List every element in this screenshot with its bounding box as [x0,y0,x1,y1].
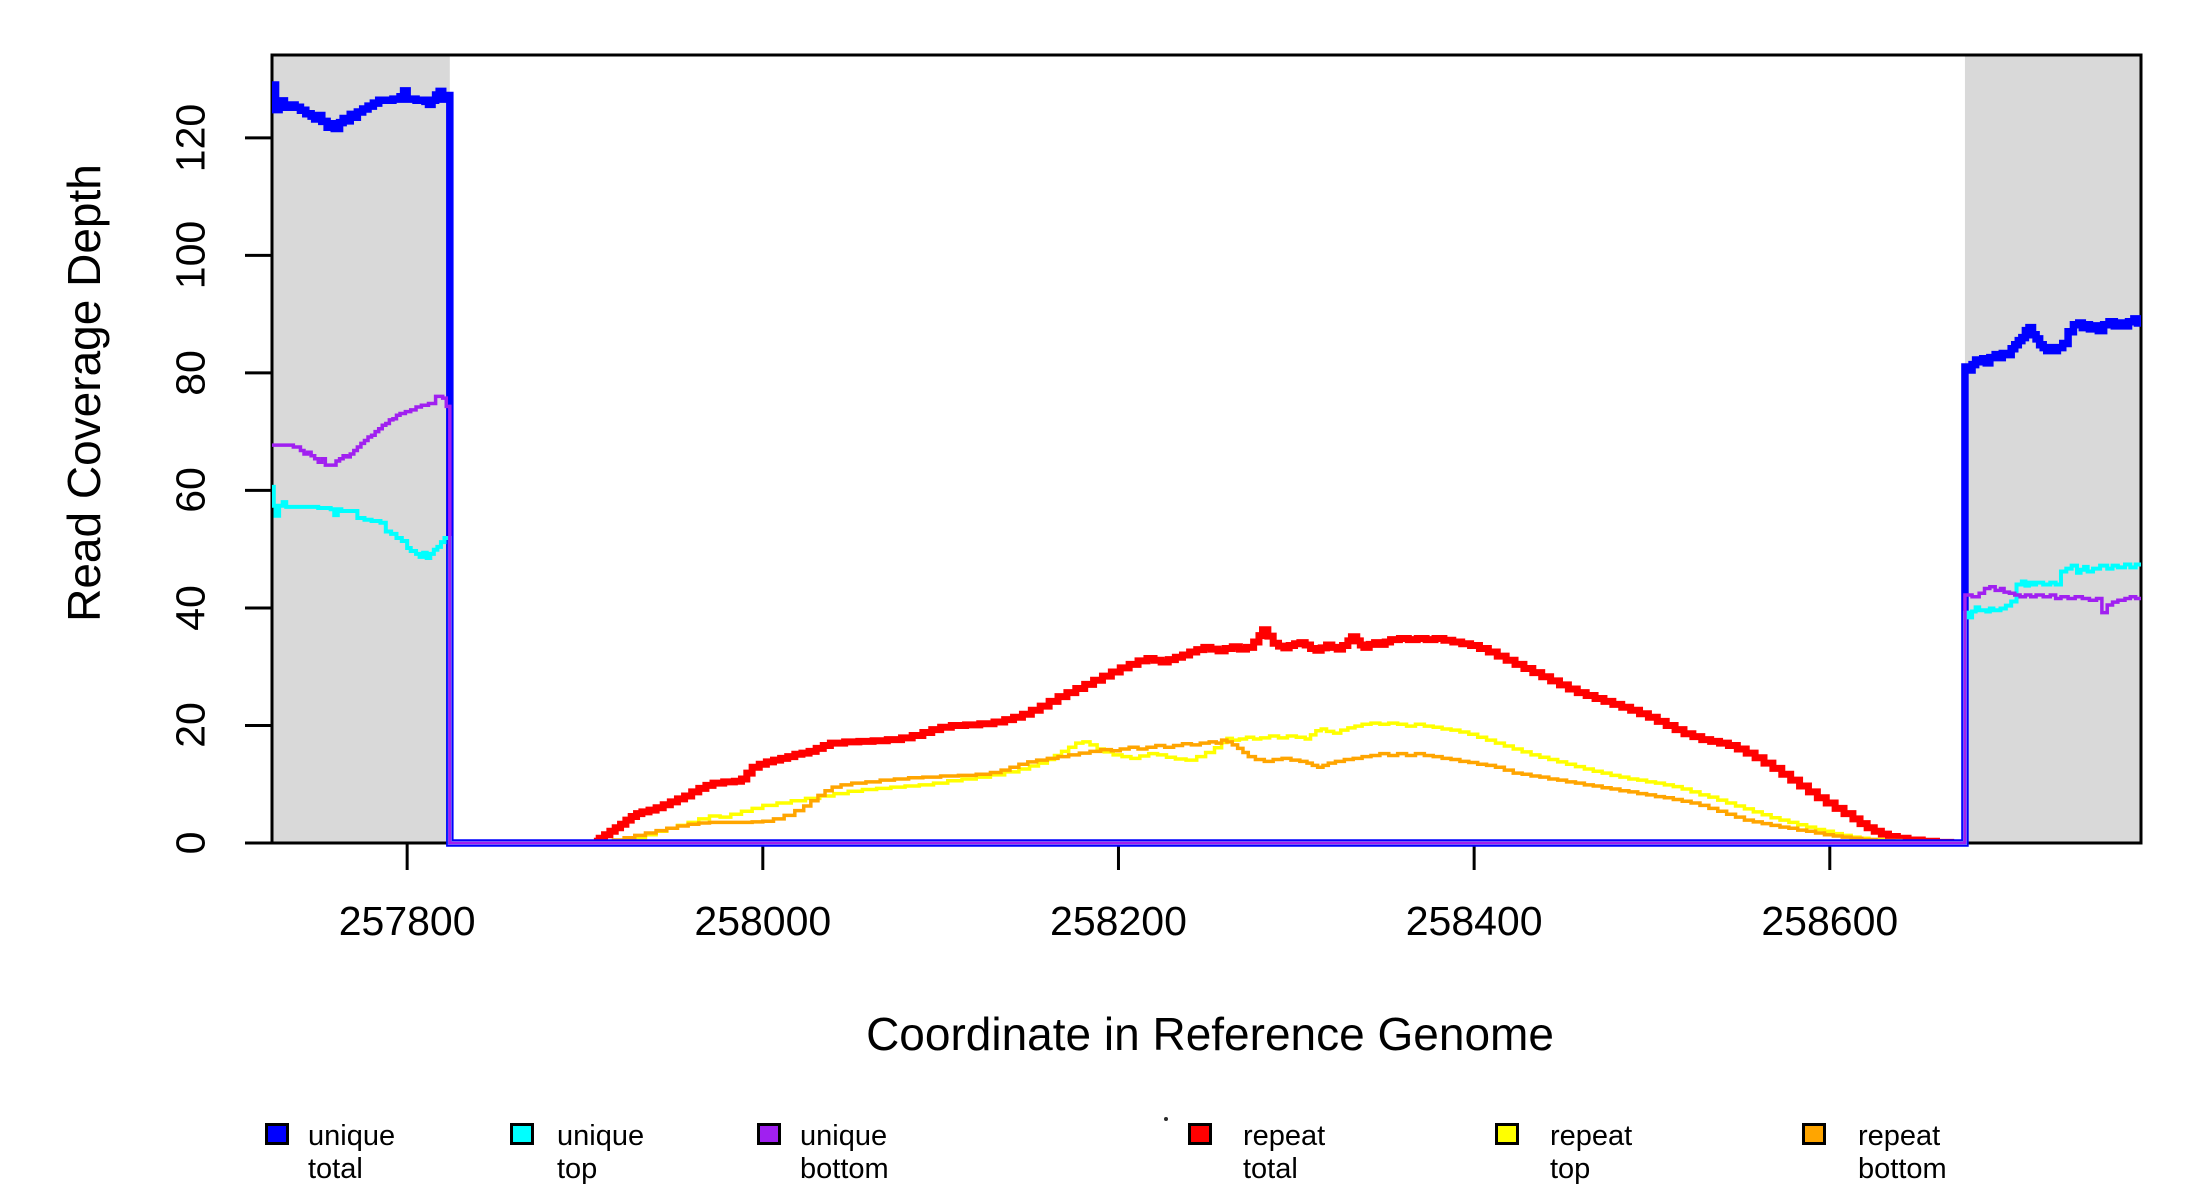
legend-swatch-repeat-total [1188,1123,1212,1145]
series-line-unique-bottom [272,394,2141,845]
plot-box [270,53,2143,845]
stray-dot-artifact [1164,1117,1168,1121]
legend-swatch-unique-top [510,1123,534,1145]
legend-label: unique top [557,1120,645,1185]
x-tick-label: 258400 [1405,898,1543,944]
series-line-repeat-top [624,721,1935,845]
y-tick-label: 100 [167,221,214,290]
y-tick-label: 60 [167,467,214,514]
plot-border-box [270,53,2143,845]
axis-ticks [245,136,1832,870]
legend-swatch-repeat-top [1495,1123,1519,1145]
x-axis-title: Coordinate in Reference Genome [866,1008,1554,1060]
legend-label: unique total [308,1120,396,1185]
legend-label: repeat bottom [1858,1120,1947,1185]
series-line-unique-total [272,81,2141,847]
y-tick-label: 80 [167,350,214,396]
legend-swatch-unique-bottom [757,1123,781,1145]
legend-swatch-unique-total [265,1123,289,1145]
left-gray-region [272,56,450,843]
y-tick-label: 20 [167,702,214,749]
x-tick-label: 258000 [694,898,832,944]
series-line-repeat-bottom [602,738,1928,845]
series-line-unique-top [272,484,2141,845]
y-tick-label: 120 [167,103,214,173]
legend-swatch-repeat-bottom [1802,1123,1826,1145]
legend-label: unique bottom [800,1120,889,1185]
y-tick-label: 0 [167,831,214,855]
x-tick-label: 258200 [1050,898,1187,944]
y-tick-label: 40 [167,585,214,631]
highlight-regions [272,56,2141,843]
series-line-repeat-total [593,626,1955,846]
legend-label: repeat total [1243,1120,1326,1185]
series-lines [272,81,2141,847]
legend-label: repeat top [1550,1120,1633,1185]
x-tick-label: 257800 [338,898,476,944]
x-tick-label: 258600 [1761,898,1899,944]
right-gray-region [1964,56,2141,843]
y-axis-title: Read Coverage Depth [58,164,110,622]
